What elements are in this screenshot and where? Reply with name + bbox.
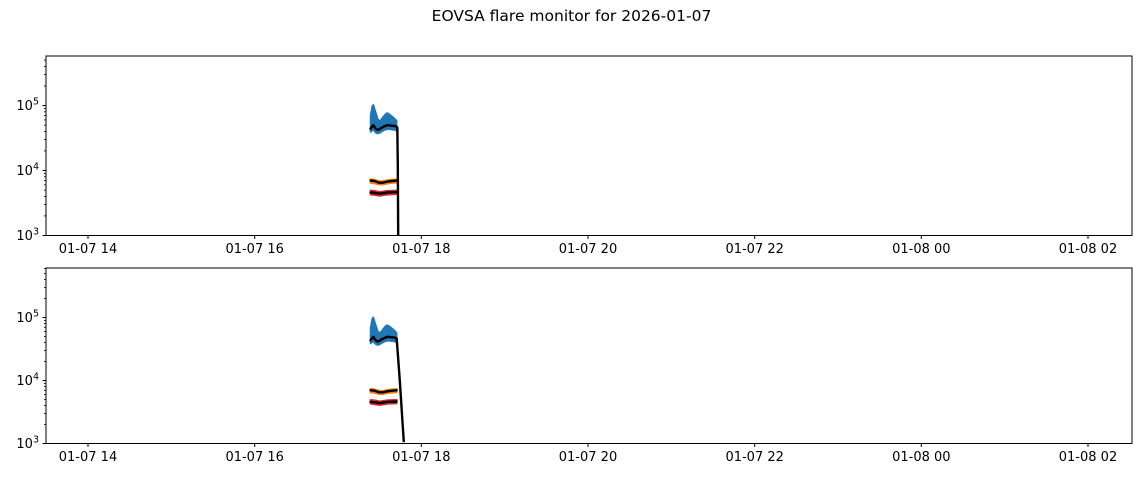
x-tick-label: 01-07 16: [225, 450, 283, 465]
chart-title: EOVSA flare monitor for 2026-01-07: [431, 7, 712, 25]
x-tick-label: 01-07 18: [392, 450, 450, 465]
y-tick-label: 105: [16, 97, 39, 115]
low-flux-envelope-median-line: [369, 400, 398, 405]
high-flux-envelope-median-line: [369, 123, 398, 132]
low-flux-envelope-median-line: [369, 190, 398, 195]
x-tick-label: 01-08 00: [892, 242, 950, 257]
x-tick-label: 01-07 14: [59, 242, 117, 257]
end-drop-line: [395, 338, 405, 443]
x-tick-label: 01-08 02: [1059, 242, 1117, 257]
mid-flux-envelope-median-line: [369, 179, 398, 184]
x-tick-label: 01-07 20: [559, 450, 617, 465]
high-flux-envelope-median-line: [369, 335, 398, 343]
mid-flux-envelope-median-line: [369, 389, 398, 394]
y-tick-label: 104: [16, 162, 39, 180]
high-flux-envelope-band: [369, 103, 398, 135]
subplot-top: 01-07 14 01-07 16 01-07 18 01-07 20 01-07 22…: [16, 55, 1133, 257]
x-tick-label: 01-07 16: [225, 242, 283, 257]
x-tick-label: 01-08 02: [1059, 450, 1117, 465]
y-tick-label: 104: [16, 372, 39, 390]
x-tick-label: 01-07 14: [59, 450, 117, 465]
subplot-bottom: 01-07 14 01-07 16 01-07 18 01-07 20 01-07 22…: [16, 267, 1133, 465]
y-tick-label: 103: [16, 227, 39, 245]
x-tick-label: 01-08 00: [892, 450, 950, 465]
y-tick-label: 103: [16, 435, 39, 453]
x-tick-label: 01-07 22: [725, 450, 783, 465]
x-tick-label: 01-07 22: [725, 242, 783, 257]
axes-frame: [45, 55, 1133, 236]
axes-frame: [45, 267, 1133, 444]
end-drop-line: [396, 126, 400, 236]
x-tick-label: 01-07 18: [392, 242, 450, 257]
high-flux-envelope-band: [369, 316, 398, 346]
x-tick-label: 01-07 20: [559, 242, 617, 257]
y-tick-label: 105: [16, 309, 39, 327]
